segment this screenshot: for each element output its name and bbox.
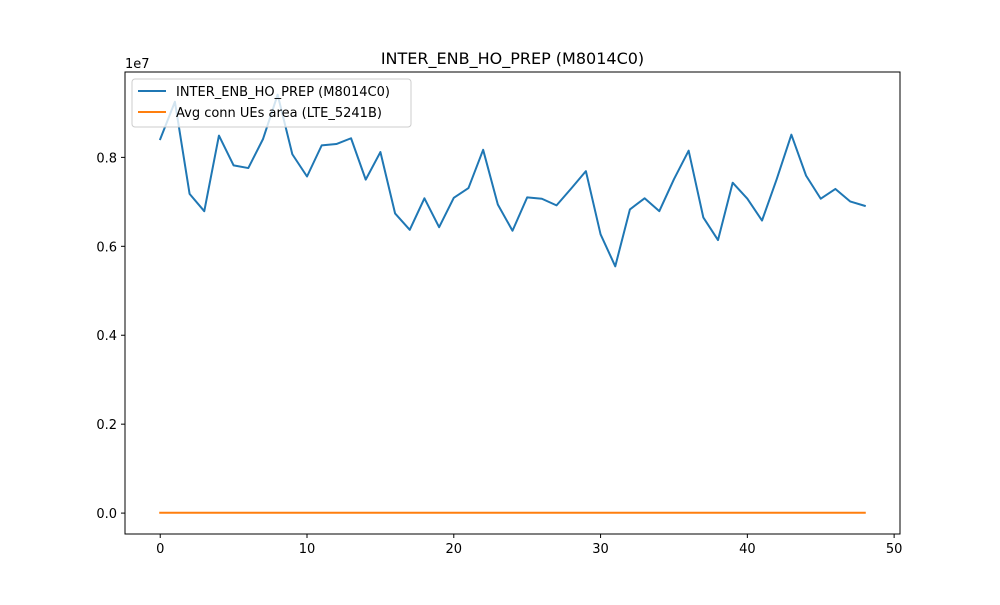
legend-label-inter-enb-ho-prep: INTER_ENB_HO_PREP (M8014C0): [176, 85, 390, 100]
x-tick-label: 0: [156, 542, 164, 557]
y-axis-offset-label: 1e7: [125, 57, 150, 72]
y-tick-label: 0.8: [96, 151, 117, 166]
x-tick-label: 20: [446, 542, 463, 557]
y-tick-label: 0.6: [96, 240, 117, 255]
x-tick-label: 40: [739, 542, 756, 557]
legend-label-avg-conn-ues: Avg conn UEs area (LTE_5241B): [176, 106, 382, 121]
y-tick-label: 0.4: [96, 329, 117, 344]
x-tick-label: 10: [299, 542, 316, 557]
chart-title: INTER_ENB_HO_PREP (M8014C0): [381, 49, 644, 69]
legend: INTER_ENB_HO_PREP (M8014C0) Avg conn UEs…: [132, 79, 411, 127]
y-tick-label: 0.0: [96, 507, 117, 522]
x-tick-label: 30: [592, 542, 609, 557]
x-tick-label: 50: [886, 542, 903, 557]
y-tick-label: 0.2: [96, 418, 117, 433]
